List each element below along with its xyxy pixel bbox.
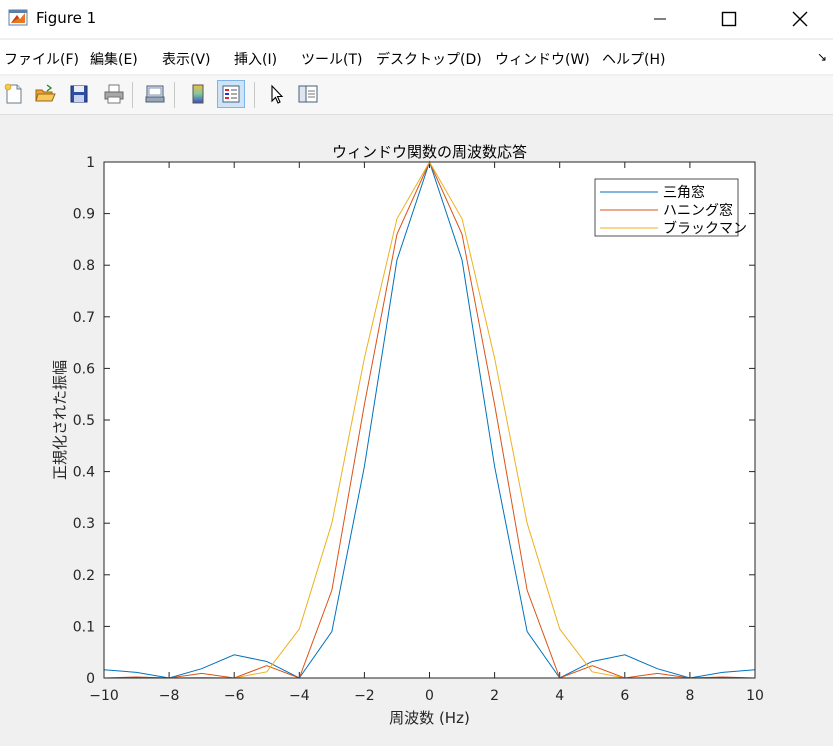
y-tick-label: 0.1 bbox=[73, 619, 95, 635]
axes-box bbox=[103, 161, 756, 679]
x-axis-ticks: −10 −8 −6 −4 −2 0 2 4 6 8 10 bbox=[89, 162, 764, 704]
x-tick-label: 0 bbox=[425, 688, 434, 704]
menu-file[interactable]: ファイル(F) bbox=[4, 52, 79, 68]
x-tick-label: −4 bbox=[289, 688, 310, 704]
legend-label: ブラックマン bbox=[663, 220, 747, 237]
toolbar-separator bbox=[254, 82, 255, 108]
y-axis-ticks: 0 0.1 0.2 0.3 0.4 0.5 0.6 0.7 0.8 0.9 1 bbox=[73, 155, 755, 687]
y-axis-label: 正規化された振幅 bbox=[51, 360, 69, 480]
toolbar-separator bbox=[174, 82, 175, 108]
y-tick-label: 0.2 bbox=[73, 568, 95, 584]
colorbar-icon bbox=[192, 84, 204, 104]
x-tick-label: 2 bbox=[490, 688, 499, 704]
print-preview-button[interactable] bbox=[141, 80, 169, 108]
print-button[interactable] bbox=[100, 80, 128, 108]
print-preview-icon bbox=[145, 85, 165, 103]
x-tick-label: −10 bbox=[89, 688, 119, 704]
y-tick-label: 0.3 bbox=[73, 516, 95, 532]
legend-box bbox=[594, 178, 739, 237]
x-tick-label: −6 bbox=[224, 688, 245, 704]
menu-desktop[interactable]: デスクトップ(D) bbox=[376, 52, 482, 68]
new-figure-button[interactable] bbox=[0, 80, 28, 108]
y-tick-label: 0.5 bbox=[73, 413, 95, 429]
minimize-button[interactable] bbox=[637, 0, 683, 38]
property-inspector-button[interactable] bbox=[294, 80, 322, 108]
colorbar-button[interactable] bbox=[184, 80, 212, 108]
menu-window[interactable]: ウィンドウ(W) bbox=[495, 52, 590, 68]
maximize-icon bbox=[721, 11, 737, 27]
figure-toolbar bbox=[0, 76, 833, 115]
y-tick-label: 0.8 bbox=[73, 258, 95, 274]
axes-background bbox=[104, 162, 755, 678]
save-button[interactable] bbox=[65, 80, 93, 108]
property-inspector-icon bbox=[298, 85, 318, 103]
toolbar-separator bbox=[132, 82, 133, 108]
window-title: Figure 1 bbox=[36, 9, 97, 27]
matlab-logo-icon bbox=[8, 8, 28, 28]
x-tick-label: 4 bbox=[555, 688, 564, 704]
new-figure-icon bbox=[4, 83, 22, 104]
maximize-button[interactable] bbox=[706, 0, 752, 38]
close-button[interactable] bbox=[777, 0, 823, 38]
y-tick-label: 0.6 bbox=[73, 361, 95, 377]
x-tick-label: 8 bbox=[685, 688, 694, 704]
x-axis-label: 周波数 (Hz) bbox=[389, 709, 470, 727]
print-icon bbox=[104, 84, 124, 104]
y-tick-label: 0.9 bbox=[73, 207, 95, 223]
figure-canvas: −10 −8 −6 −4 −2 0 2 4 6 8 10 0 0.1 0.2 0.3 0.4 0.5 0.6 0.… bbox=[51, 143, 764, 727]
close-icon bbox=[792, 11, 808, 27]
minimize-icon bbox=[654, 18, 666, 20]
legend-button[interactable] bbox=[217, 80, 245, 108]
y-tick-label: 0.4 bbox=[73, 465, 95, 481]
y-tick-label: 1 bbox=[86, 155, 95, 171]
open-file-button[interactable] bbox=[31, 80, 59, 108]
menu-help[interactable]: ヘルプ(H) bbox=[602, 52, 666, 68]
pointer-button[interactable] bbox=[262, 80, 290, 108]
legend-icon bbox=[222, 85, 240, 103]
legend-label: ハニング窓 bbox=[663, 202, 733, 219]
pointer-icon bbox=[271, 84, 284, 104]
x-tick-label: −8 bbox=[159, 688, 180, 704]
menu-tools[interactable]: ツール(T) bbox=[301, 52, 363, 68]
dock-arrow-icon[interactable]: ↘ bbox=[816, 50, 827, 64]
x-tick-label: −2 bbox=[354, 688, 375, 704]
chart-title: ウィンドウ関数の周波数応答 bbox=[332, 143, 527, 161]
save-icon bbox=[70, 85, 88, 103]
menu-bar: ファイル(F) 編集(E) 表示(V) 挿入(I) ツール(T) デスクトップ(… bbox=[0, 40, 833, 74]
window-titlebar: Figure 1 bbox=[0, 0, 833, 38]
menu-edit[interactable]: 編集(E) bbox=[90, 52, 138, 68]
x-tick-label: 10 bbox=[746, 688, 764, 704]
menu-insert[interactable]: 挿入(I) bbox=[234, 52, 278, 68]
open-file-icon bbox=[35, 84, 56, 102]
y-tick-label: 0.7 bbox=[73, 310, 95, 326]
legend-label: 三角窓 bbox=[663, 184, 705, 201]
x-tick-label: 6 bbox=[620, 688, 629, 704]
menu-view[interactable]: 表示(V) bbox=[162, 52, 211, 68]
y-tick-label: 0 bbox=[86, 671, 95, 687]
